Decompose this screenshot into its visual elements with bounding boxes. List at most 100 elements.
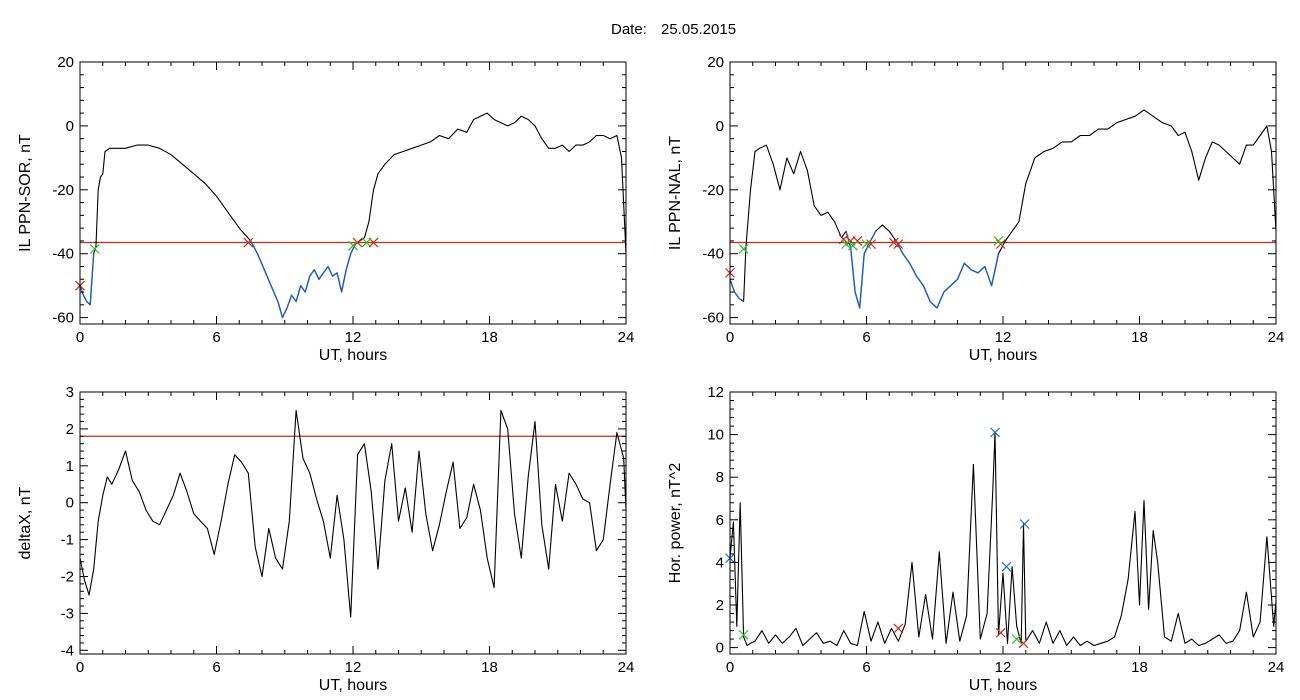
y-axis-title: Hor. power, nT^2 bbox=[667, 463, 684, 584]
x-axis-title: UT, hours bbox=[969, 347, 1037, 364]
x-tick-label: 12 bbox=[995, 329, 1012, 346]
green-marker bbox=[1011, 634, 1022, 645]
x-tick-label: 24 bbox=[618, 659, 635, 676]
marker-stroke bbox=[738, 243, 749, 254]
x-tick-label: 18 bbox=[481, 659, 498, 676]
x-tick-label: 0 bbox=[76, 659, 84, 676]
plot-frame bbox=[79, 391, 627, 655]
green-marker bbox=[361, 237, 372, 248]
red-marker bbox=[243, 237, 254, 248]
highlight-segment bbox=[895, 240, 1000, 309]
blue-marker bbox=[990, 427, 1000, 438]
y-tick-label: 0 bbox=[66, 118, 74, 135]
y-tick-label: 0 bbox=[716, 118, 724, 135]
y-tick-label: 8 bbox=[716, 469, 724, 486]
x-tick-label: 0 bbox=[726, 329, 734, 346]
x-tick-label: 12 bbox=[345, 659, 362, 676]
data-line bbox=[79, 112, 627, 319]
data-line bbox=[729, 431, 1277, 647]
marker-stroke bbox=[1011, 634, 1022, 645]
marker-stroke bbox=[352, 237, 363, 248]
blue-marker bbox=[1001, 561, 1012, 572]
date-value: 25.05.2015 bbox=[661, 21, 736, 38]
y-tick-label: 3 bbox=[66, 384, 74, 401]
x-tick-label: 6 bbox=[862, 659, 870, 676]
y-tick-label: 1 bbox=[66, 458, 74, 475]
x-tick-label: 12 bbox=[345, 329, 362, 346]
x-tick-label: 6 bbox=[862, 329, 870, 346]
y-axis-title: IL PPN-NAL, nT bbox=[667, 136, 684, 250]
marker-stroke bbox=[348, 240, 358, 251]
x-axis-title: UT, hours bbox=[319, 347, 387, 364]
y-tick-label: 2 bbox=[66, 421, 74, 438]
date-label: Date: bbox=[611, 21, 647, 38]
y-tick-label: 20 bbox=[707, 54, 724, 71]
marker-stroke bbox=[738, 629, 749, 640]
green-marker bbox=[348, 240, 358, 251]
marker-stroke bbox=[361, 237, 372, 248]
marker-stroke bbox=[866, 239, 876, 250]
marker-stroke bbox=[990, 427, 1000, 438]
marker-stroke bbox=[1001, 561, 1012, 572]
green-marker bbox=[861, 239, 872, 250]
y-tick-label: -3 bbox=[61, 605, 74, 622]
y-tick-label: 2 bbox=[716, 597, 724, 614]
green-marker bbox=[738, 629, 749, 640]
y-tick-label: -4 bbox=[61, 642, 74, 659]
marker-stroke bbox=[993, 236, 1004, 246]
x-tick-label: 0 bbox=[76, 329, 84, 346]
x-tick-label: 12 bbox=[995, 659, 1012, 676]
blue-marker bbox=[1019, 519, 1030, 529]
marker-stroke bbox=[995, 627, 1006, 638]
y-tick-label: -2 bbox=[61, 569, 74, 586]
x-tick-label: 24 bbox=[1268, 329, 1285, 346]
y-tick-label: 0 bbox=[66, 495, 74, 512]
y-tick-label: 0 bbox=[716, 640, 724, 657]
x-tick-label: 24 bbox=[618, 329, 635, 346]
marker-stroke bbox=[893, 239, 904, 250]
green-marker bbox=[847, 240, 858, 251]
green-marker bbox=[738, 243, 749, 254]
y-tick-label: 4 bbox=[716, 554, 724, 571]
y-tick-label: -20 bbox=[702, 182, 724, 199]
marker-stroke bbox=[888, 237, 899, 248]
y-tick-label: -60 bbox=[702, 310, 724, 327]
marker-stroke bbox=[847, 240, 858, 251]
y-tick-label: -1 bbox=[61, 532, 74, 549]
y-tick-label: 20 bbox=[57, 54, 74, 71]
red-marker bbox=[1018, 638, 1029, 649]
red-marker bbox=[866, 239, 876, 250]
panel-il-ppn-nal: 0 6 12 18 24 -60 -40 -20 0 20 UT, hours IL PPN-NAL,… bbox=[667, 54, 1284, 364]
marker-stroke bbox=[893, 623, 904, 634]
y-tick-label: 6 bbox=[716, 512, 724, 529]
y-tick-label: -60 bbox=[52, 310, 74, 327]
marker-stroke bbox=[1019, 519, 1030, 529]
red-marker bbox=[893, 239, 904, 250]
y-tick-label: -20 bbox=[52, 182, 74, 199]
x-tick-label: 6 bbox=[212, 329, 220, 346]
marker-stroke bbox=[995, 239, 1006, 250]
data-line bbox=[79, 409, 627, 618]
y-tick-label: 10 bbox=[707, 427, 724, 444]
highlight-segment bbox=[729, 279, 745, 303]
x-axis-title: UT, hours bbox=[969, 677, 1037, 694]
red-marker bbox=[352, 237, 363, 248]
green-marker bbox=[89, 243, 100, 254]
x-tick-label: 24 bbox=[1268, 659, 1285, 676]
x-tick-label: 6 bbox=[212, 659, 220, 676]
plot-frame bbox=[729, 391, 1277, 655]
green-marker bbox=[993, 236, 1004, 246]
y-axis-title: IL PPN-SOR, nT bbox=[17, 134, 34, 252]
red-marker bbox=[893, 623, 904, 634]
x-tick-label: 18 bbox=[481, 329, 498, 346]
x-tick-label: 18 bbox=[1131, 659, 1148, 676]
red-marker bbox=[995, 627, 1006, 638]
x-axis-title: UT, hours bbox=[319, 677, 387, 694]
highlight-segment bbox=[249, 240, 361, 319]
x-tick-label: 0 bbox=[726, 659, 734, 676]
marker-stroke bbox=[1018, 638, 1029, 649]
